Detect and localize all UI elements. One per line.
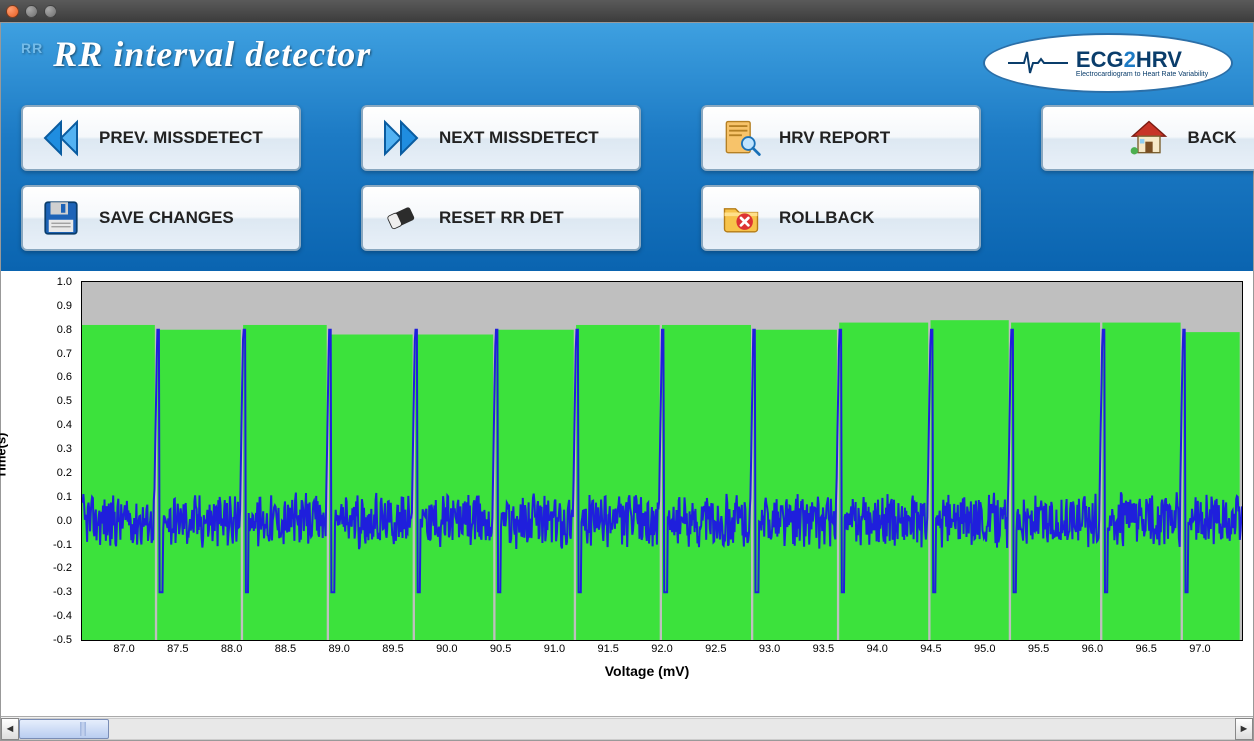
header-panel: RR RR interval detector ECG2HRV Electroca…	[1, 23, 1253, 271]
report-search-icon	[717, 114, 765, 162]
x-tick-label: 89.0	[329, 643, 350, 655]
ecg-wave-icon	[1008, 49, 1068, 77]
rewind-icon	[37, 114, 85, 162]
scroll-track[interactable]	[19, 718, 1235, 740]
rollback-button[interactable]: ROLLBACK	[701, 185, 981, 251]
toolbar: PREV. MISSDETECT NEXT MISSDETECT	[21, 105, 1233, 251]
button-label: PREV. MISSDETECT	[99, 128, 263, 148]
x-tick-label: 91.5	[597, 643, 618, 655]
logo-text-num: 2	[1124, 47, 1136, 72]
x-axis-label: Voltage (mV)	[51, 663, 1243, 679]
x-tick-label: 90.5	[490, 643, 511, 655]
x-tick-label: 93.0	[759, 643, 780, 655]
app-frame: RR RR interval detector ECG2HRV Electroca…	[0, 22, 1254, 741]
brand-logo: ECG2HRV Electrocardiogram to Heart Rate …	[983, 33, 1233, 93]
y-tick-label: -0.4	[53, 610, 72, 622]
scroll-right-icon[interactable]: ►	[1235, 718, 1253, 740]
y-tick-label: 1.0	[57, 276, 72, 288]
x-tick-label: 89.5	[382, 643, 403, 655]
home-icon	[1125, 114, 1173, 162]
x-tick-label: 97.0	[1189, 643, 1210, 655]
x-tick-label: 93.5	[813, 643, 834, 655]
window-close-icon[interactable]	[6, 5, 19, 18]
fast-forward-icon	[377, 114, 425, 162]
y-tick-label: 0.6	[57, 371, 72, 383]
save-changes-button[interactable]: SAVE CHANGES	[21, 185, 301, 251]
y-tick-label: 0.2	[57, 467, 72, 479]
y-tick-label: 0.8	[57, 324, 72, 336]
y-tick-label: 0.9	[57, 300, 72, 312]
eraser-icon	[377, 194, 425, 242]
x-tick-label: 88.0	[221, 643, 242, 655]
logo-subtitle: Electrocardiogram to Heart Rate Variabil…	[1076, 71, 1208, 78]
app-title-text: RR interval detector	[53, 34, 371, 74]
window-maximize-icon[interactable]	[44, 5, 57, 18]
x-tick-label: 94.5	[920, 643, 941, 655]
y-tick-label: 0.5	[57, 395, 72, 407]
y-tick-label: 0.7	[57, 348, 72, 360]
x-tick-label: 87.0	[113, 643, 134, 655]
button-label: SAVE CHANGES	[99, 208, 234, 228]
scroll-left-icon[interactable]: ◄	[1, 718, 19, 740]
y-ticks: -0.5-0.4-0.3-0.2-0.10.00.10.20.30.40.50.…	[48, 282, 78, 640]
window-titlebar	[0, 0, 1254, 22]
x-tick-label: 90.0	[436, 643, 457, 655]
horizontal-scrollbar[interactable]: ◄ ►	[1, 716, 1253, 740]
x-ticks: 87.0 87.5 88.0 88.5 89.0 89.5 90.0 90.5 91.0 91.5…	[81, 641, 1243, 659]
button-label: HRV REPORT	[779, 128, 890, 148]
button-label: NEXT MISSDETECT	[439, 128, 599, 148]
x-tick-label: 87.5	[167, 643, 188, 655]
y-axis-label: Time(s)	[0, 432, 9, 478]
floppy-disk-icon	[37, 194, 85, 242]
x-tick-label: 96.0	[1082, 643, 1103, 655]
logo-text-a: ECG	[1076, 47, 1124, 72]
x-tick-label: 88.5	[275, 643, 296, 655]
y-tick-label: 0.3	[57, 443, 72, 455]
scroll-thumb-grip-icon	[80, 722, 86, 736]
x-tick-label: 94.0	[866, 643, 887, 655]
x-tick-label: 95.0	[974, 643, 995, 655]
scroll-thumb[interactable]	[19, 719, 109, 739]
logo-text: ECG2HRV Electrocardiogram to Heart Rate …	[1076, 49, 1208, 78]
button-label: RESET RR DET	[439, 208, 564, 228]
next-missdetect-button[interactable]: NEXT MISSDETECT	[361, 105, 641, 171]
button-label: ROLLBACK	[779, 208, 874, 228]
logo-text-b: HRV	[1136, 47, 1182, 72]
y-tick-label: 0.0	[57, 515, 72, 527]
waveform-layer	[82, 282, 1242, 640]
y-tick-label: -0.1	[53, 539, 72, 551]
plot-canvas[interactable]: -0.5-0.4-0.3-0.2-0.10.00.10.20.30.40.50.…	[81, 281, 1243, 641]
y-tick-label: 0.4	[57, 419, 72, 431]
back-button[interactable]: BACK	[1041, 105, 1254, 171]
button-label: BACK	[1187, 128, 1236, 148]
x-tick-label: 92.0	[651, 643, 672, 655]
y-tick-label: 0.1	[57, 491, 72, 503]
y-tick-label: -0.5	[53, 634, 72, 646]
window-minimize-icon[interactable]	[25, 5, 38, 18]
x-tick-label: 95.5	[1028, 643, 1049, 655]
hrv-report-button[interactable]: HRV REPORT	[701, 105, 981, 171]
reset-rr-det-button[interactable]: RESET RR DET	[361, 185, 641, 251]
prev-missdetect-button[interactable]: PREV. MISSDETECT	[21, 105, 301, 171]
folder-delete-icon	[717, 194, 765, 242]
rr-badge: RR	[21, 40, 43, 56]
y-tick-label: -0.2	[53, 562, 72, 574]
x-tick-label: 96.5	[1135, 643, 1156, 655]
x-tick-label: 91.0	[544, 643, 565, 655]
chart-area: Time(s) -0.5-0.4-0.3-0.2-0.10.00.10.20.3…	[1, 271, 1253, 716]
x-tick-label: 92.5	[705, 643, 726, 655]
app-title: RR RR interval detector	[21, 33, 371, 75]
y-tick-label: -0.3	[53, 586, 72, 598]
